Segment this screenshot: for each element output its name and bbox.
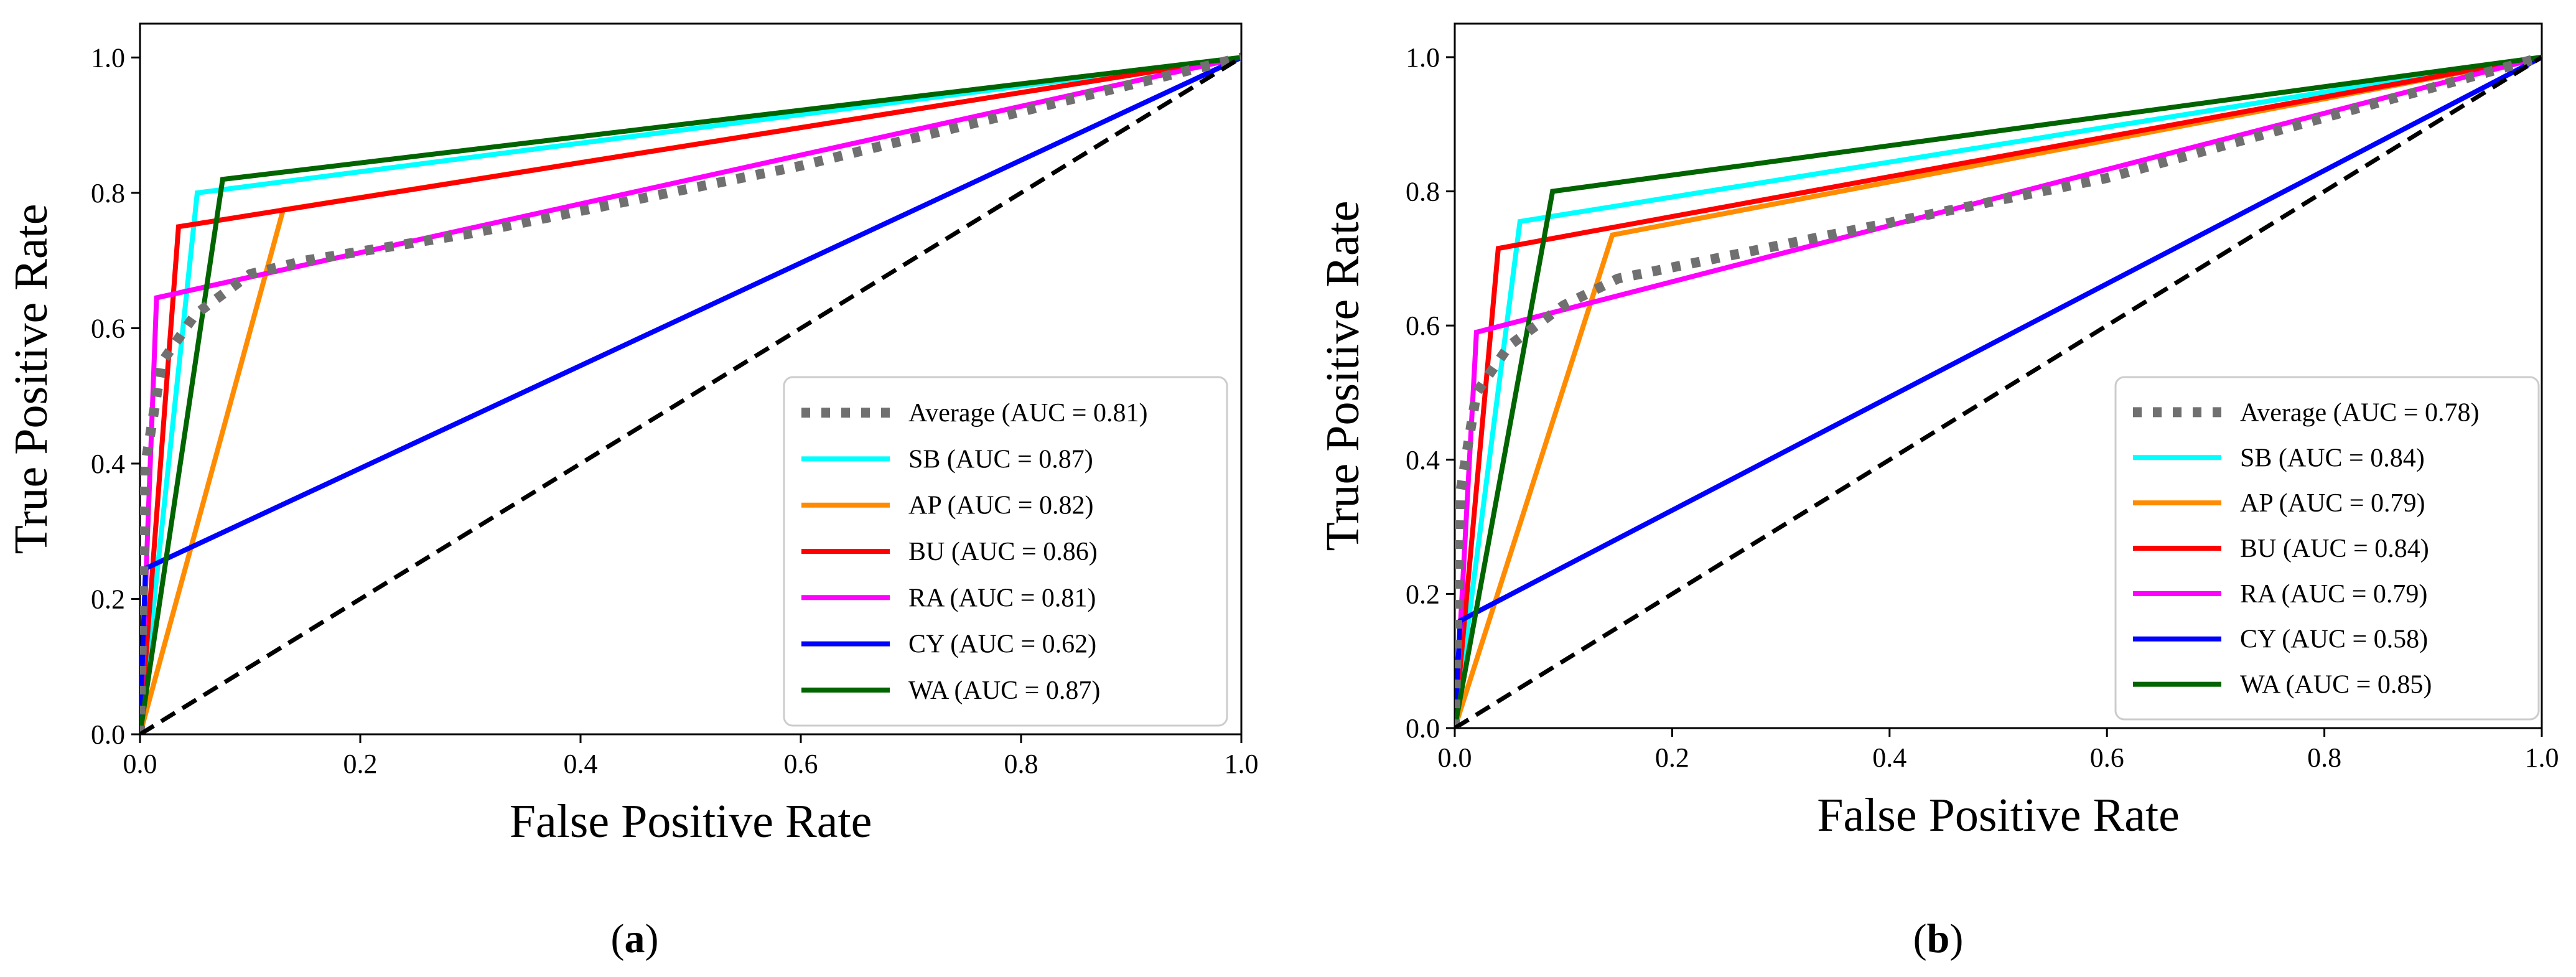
y-tick-label: 0.2 (91, 584, 125, 614)
panel-caption: (b) (1913, 916, 1964, 961)
x-tick-label: 0.2 (343, 749, 378, 779)
x-tick-label: 0.8 (1004, 749, 1038, 779)
x-tick-label: 0.8 (2307, 742, 2341, 773)
y-tick-label: 0.6 (1406, 311, 1440, 341)
chance-diagonal-line (140, 55, 1241, 734)
y-tick-label: 0.8 (91, 178, 125, 208)
x-tick-label: 0.6 (2090, 742, 2124, 773)
y-axis-label: True Positive Rate (1317, 201, 1369, 551)
legend-entry: CY (AUC = 0.58) (2240, 625, 2428, 654)
roc-panel-a: 0.0 0.2 0.4 0.6 0.8 1.0 0.0 0.2 0.4 0.6 0.8 1.0 Fals… (5, 22, 1259, 961)
x-tick-label: 0.0 (123, 749, 157, 779)
x-tick-label: 1.0 (2525, 742, 2559, 773)
legend-entry: BU (AUC = 0.84) (2240, 535, 2429, 563)
x-tick-label: 0.4 (564, 749, 598, 779)
x-axis-label: False Positive Rate (510, 795, 872, 848)
y-tick-label: 1.0 (91, 42, 125, 73)
series-line-wa (140, 55, 1241, 734)
x-axis-label: False Positive Rate (1817, 789, 2180, 841)
legend-entry: SB (AUC = 0.87) (908, 445, 1093, 474)
plot-lines (140, 52, 1241, 734)
caption-panel-letter: b (1927, 916, 1950, 961)
legend-entry: AP (AUC = 0.79) (2240, 489, 2425, 518)
legend-entry: SB (AUC = 0.84) (2240, 444, 2425, 472)
legend-entry: Average (AUC = 0.81) (908, 399, 1147, 428)
plot-lines (1455, 52, 2542, 728)
y-tick-label: 0.2 (1406, 579, 1440, 609)
series-line-sb (1455, 54, 2542, 728)
legend-entry: AP (AUC = 0.82) (908, 492, 1093, 520)
series-line-sb (140, 55, 1241, 734)
series-line-bu (1455, 54, 2542, 728)
caption-close-paren: ) (645, 916, 659, 961)
legend-entry: WA (AUC = 0.85) (2240, 671, 2432, 699)
y-axis-label: True Positive Rate (5, 204, 57, 554)
chance-diagonal-line (1455, 55, 2542, 728)
y-tick-label: 0.0 (1406, 713, 1440, 744)
series-line-ra (1455, 55, 2542, 728)
y-tick-label: 0.0 (91, 719, 125, 750)
legend-entry: BU (AUC = 0.86) (908, 538, 1098, 566)
legend-entry: WA (AUC = 0.87) (908, 676, 1100, 705)
series-line-average (1455, 52, 2542, 728)
y-tick-label: 0.8 (1406, 177, 1440, 207)
plot-frame (1454, 22, 2543, 729)
series-line-wa (1455, 54, 2542, 728)
series-line-average (140, 52, 1241, 734)
y-tick-label: 1.0 (1406, 42, 1440, 73)
caption-open-paren: ( (611, 916, 625, 961)
x-tick-label: 1.0 (1225, 749, 1259, 779)
x-tick-label: 0.6 (784, 749, 818, 779)
caption-close-paren: ) (1949, 916, 1963, 961)
legend: Average (AUC = 0.81) SB (AUC = 0.87) AP (A… (783, 376, 1228, 727)
roc-panel-b: 0.0 0.2 0.4 0.6 0.8 1.0 0.0 0.2 0.4 0.6 0.8 1.0 Fals… (1317, 22, 2559, 961)
legend-entry: RA (AUC = 0.79) (2240, 580, 2427, 609)
caption-panel-letter: a (625, 916, 645, 961)
panel-caption: (a) (611, 916, 659, 961)
legend-entry: CY (AUC = 0.62) (908, 630, 1096, 659)
y-tick-label: 0.4 (1406, 445, 1440, 475)
legend-entry: Average (AUC = 0.78) (2240, 398, 2479, 427)
legend-box (783, 376, 1228, 727)
legend-entry: RA (AUC = 0.81) (908, 584, 1096, 612)
x-tick-label: 0.0 (1438, 742, 1472, 773)
caption-open-paren: ( (1913, 916, 1927, 961)
x-tick-label: 0.4 (1872, 742, 1906, 773)
y-tick-label: 0.6 (91, 313, 125, 344)
y-tick-label: 0.4 (91, 449, 125, 479)
legend: Average (AUC = 0.78) SB (AUC = 0.84) AP (A… (2114, 376, 2540, 721)
x-tick-label: 0.2 (1655, 742, 1689, 773)
plot-frame (139, 22, 1243, 736)
legend-box (2114, 376, 2540, 721)
